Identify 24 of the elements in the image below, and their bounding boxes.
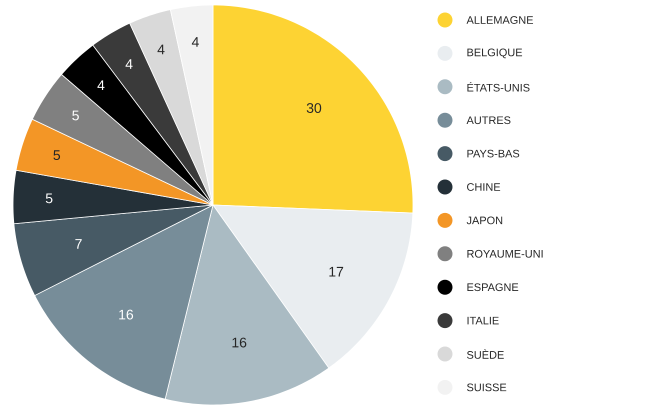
legend-label: ESPAGNE [467, 283, 518, 291]
legend-label: ÉTATS-UNIS [467, 82, 530, 92]
legend-label: PAYS-BAS [467, 150, 520, 158]
legend-label: SUISSE [467, 383, 506, 392]
data-label: 30 [306, 102, 322, 113]
legend-label: BELGIQUE [467, 48, 522, 58]
legend-label: CHINE [467, 182, 500, 191]
legend-label: ITALIE [468, 316, 499, 324]
data-label: 16 [119, 309, 134, 320]
data-label: 5 [72, 110, 79, 120]
data-label: 5 [46, 193, 52, 204]
data-label: 4 [192, 36, 199, 47]
legend-label: SUÈDE [467, 349, 504, 359]
data-label: 4 [97, 80, 104, 90]
data-label: 4 [126, 59, 133, 69]
legend-label: AUTRES [466, 116, 510, 124]
data-label: 7 [75, 238, 82, 249]
legend-label: ALLEMAGNE [466, 16, 534, 24]
data-label: 5 [53, 150, 60, 160]
legend-label: JAPON [466, 216, 502, 224]
data-label: 4 [158, 44, 165, 54]
data-label: 17 [329, 266, 344, 276]
data-label: 16 [232, 337, 246, 348]
legend-label: ROYAUME-UNI [467, 250, 543, 258]
